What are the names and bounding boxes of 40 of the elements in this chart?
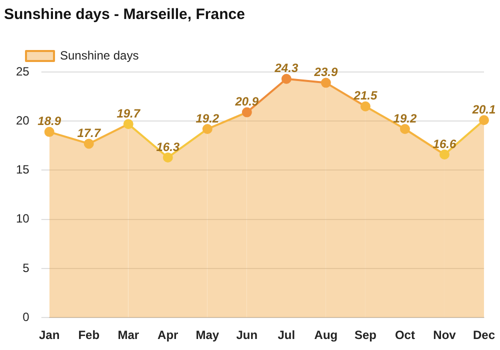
x-tick-label: Apr bbox=[158, 328, 179, 342]
chart-title: Sunshine days - Marseille, France bbox=[4, 6, 245, 24]
y-tick-label: 25 bbox=[16, 64, 30, 78]
point bbox=[479, 115, 489, 126]
point bbox=[44, 126, 54, 137]
point bbox=[162, 152, 173, 162]
point bbox=[123, 119, 134, 130]
y-tick-label: 15 bbox=[16, 162, 30, 177]
data-label: 19.2 bbox=[196, 111, 220, 126]
point bbox=[439, 150, 450, 160]
data-label: 17.7 bbox=[77, 126, 102, 140]
x-tick-label: Nov bbox=[433, 328, 456, 342]
y-tick-label: 20 bbox=[16, 113, 30, 128]
x-tick-label: Mar bbox=[118, 328, 140, 342]
x-tick-label: May bbox=[196, 328, 220, 342]
point bbox=[400, 124, 410, 134]
x-tick-label: Sep bbox=[354, 328, 376, 342]
x-tick-label: Feb bbox=[78, 328, 100, 342]
x-tick-label: Jul bbox=[278, 328, 296, 342]
x-tick-label: Aug bbox=[314, 328, 338, 342]
data-label: 20.9 bbox=[234, 94, 259, 109]
y-tick-label: 10 bbox=[16, 212, 30, 226]
data-label: 19.7 bbox=[116, 106, 142, 120]
data-label: 19.2 bbox=[393, 111, 417, 126]
point bbox=[84, 138, 94, 149]
data-label: 16.3 bbox=[156, 140, 180, 154]
data-label: 16.6 bbox=[432, 136, 456, 151]
data-label: 20.1 bbox=[471, 102, 496, 116]
x-tick-label: Jan bbox=[39, 328, 60, 342]
x-tick-label: Oct bbox=[394, 328, 415, 342]
point bbox=[202, 124, 212, 134]
data-label: 23.9 bbox=[313, 65, 338, 80]
data-label: 21.5 bbox=[352, 88, 378, 103]
x-tick-label: Dec bbox=[472, 328, 496, 342]
legend-label: Sunshine days bbox=[60, 48, 139, 62]
data-label: 24.3 bbox=[274, 61, 298, 76]
data-label: 18.9 bbox=[38, 114, 62, 128]
y-tick-label: 0 bbox=[22, 310, 30, 324]
y-tick-label: 5 bbox=[22, 260, 30, 275]
x-tick-label: Jun bbox=[236, 328, 258, 342]
